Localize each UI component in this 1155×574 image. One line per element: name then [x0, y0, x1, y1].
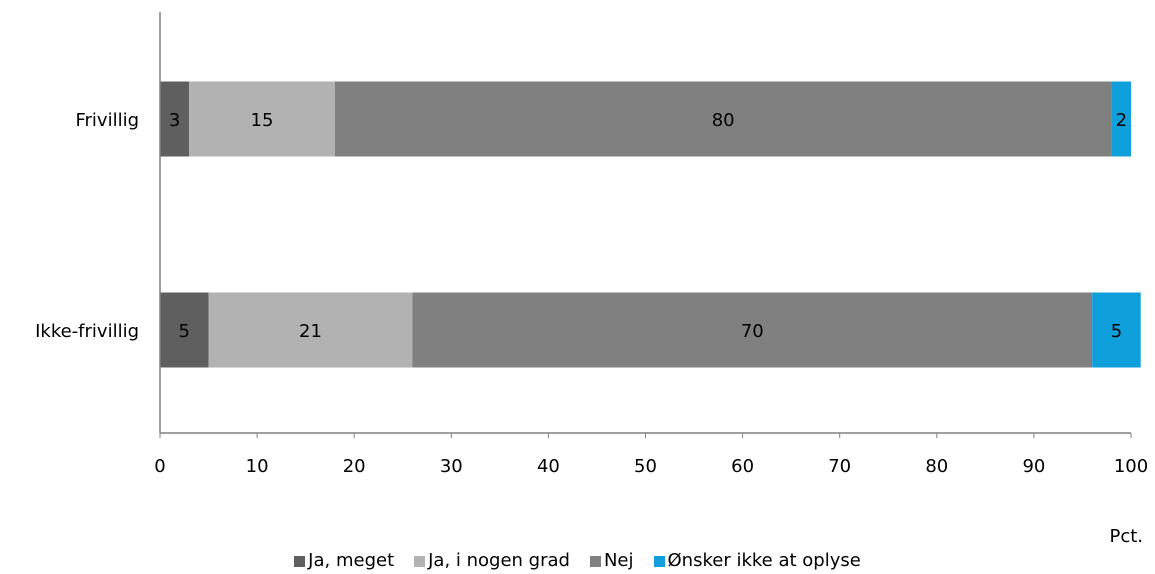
bar-0-3 — [1111, 81, 1131, 157]
data-label-1-0: 5 — [179, 321, 190, 342]
category-label-1: Ikke-frivillig — [35, 321, 139, 342]
x-tick-label-5: 50 — [634, 456, 657, 477]
bar-1-1 — [208, 292, 413, 368]
bar-0-0 — [160, 81, 190, 157]
data-label-0-3: 2 — [1116, 110, 1127, 131]
data-label-0-1: 15 — [251, 110, 274, 131]
legend-item-1: Ja, i nogen grad — [414, 550, 570, 572]
legend-label-3: Ønsker ikke at oplyse — [667, 550, 861, 571]
legend-item-2: Nej — [589, 550, 634, 572]
legend-item-0: Ja, meget — [294, 550, 394, 572]
legend-item-3: Ønsker ikke at oplyse — [653, 550, 861, 572]
data-label-1-1: 21 — [299, 321, 322, 342]
x-axis-unit-label: Pct. — [1109, 526, 1143, 547]
x-tick-label-1: 10 — [246, 456, 269, 477]
x-tick-label-0: 0 — [154, 456, 165, 477]
legend-swatch-0 — [294, 555, 306, 567]
x-tick-label-4: 40 — [537, 456, 560, 477]
x-tick-label-8: 80 — [925, 456, 948, 477]
legend: Ja, meget Ja, i nogen grad Nej Ønsker ikke … — [0, 550, 1155, 572]
x-tick-label-9: 90 — [1022, 456, 1045, 477]
bar-1-0 — [160, 292, 209, 368]
legend-swatch-1 — [414, 555, 426, 567]
category-label-0: Frivillig — [75, 110, 139, 131]
data-label-0-2: 80 — [712, 110, 735, 131]
legend-label-1: Ja, i nogen grad — [428, 550, 570, 571]
legend-label-0: Ja, meget — [308, 550, 395, 571]
legend-swatch-3 — [653, 555, 665, 567]
legend-swatch-2 — [589, 555, 601, 567]
x-tick-label-6: 60 — [731, 456, 754, 477]
x-tick-label-2: 20 — [343, 456, 366, 477]
x-tick-label-3: 30 — [440, 456, 463, 477]
bar-1-2 — [412, 292, 1093, 368]
x-tick-label-10: 100 — [1114, 456, 1148, 477]
bar-0-2 — [334, 81, 1112, 157]
data-label-1-2: 70 — [741, 321, 764, 342]
bar-1-3 — [1092, 292, 1141, 368]
bar-0-1 — [189, 81, 335, 157]
data-label-1-3: 5 — [1111, 321, 1122, 342]
data-label-0-0: 3 — [169, 110, 180, 131]
x-tick-label-7: 70 — [828, 456, 851, 477]
legend-label-2: Nej — [603, 550, 634, 571]
